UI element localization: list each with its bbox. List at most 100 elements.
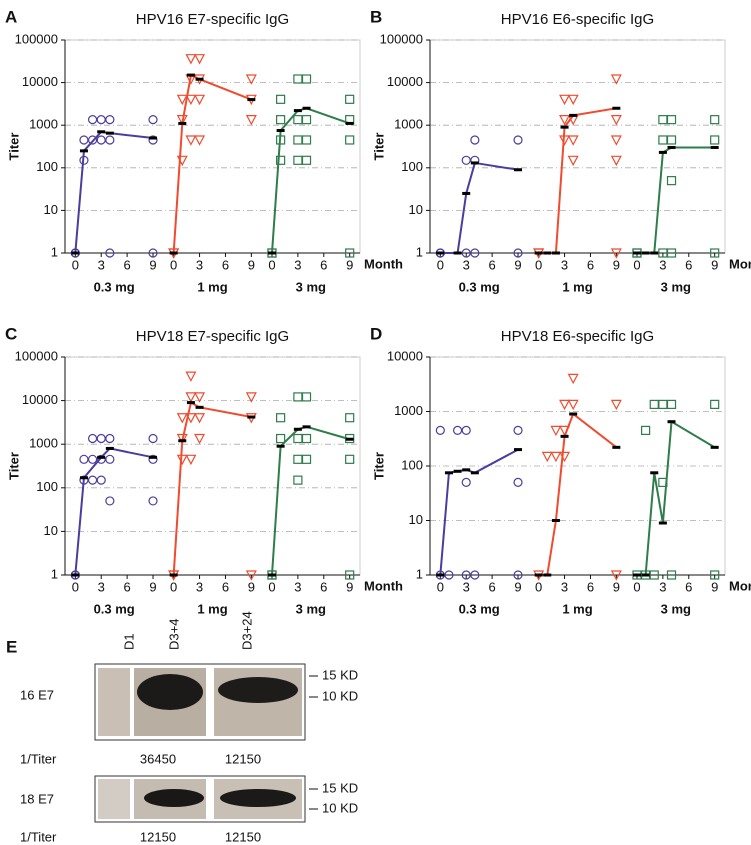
- mean-line: [440, 161, 519, 254]
- lane-label: D3+4: [166, 619, 181, 650]
- size-marker: 15 KD: [322, 667, 358, 682]
- x-tick-label: 6: [587, 257, 594, 272]
- y-tick-label: 10000: [22, 392, 58, 407]
- mean-tick: [667, 145, 676, 149]
- mean-tick: [195, 77, 204, 81]
- x-tick-label: 0: [437, 257, 444, 272]
- y-tick-label: 100000: [15, 31, 58, 46]
- y-tick-label: 10: [409, 202, 423, 217]
- x-tick-label: 9: [248, 257, 255, 272]
- point: [658, 248, 668, 258]
- mean-tick: [560, 434, 569, 438]
- point: [87, 454, 98, 464]
- point: [666, 399, 677, 409]
- titer-value: 12150: [225, 829, 261, 844]
- mean-tick: [560, 125, 569, 129]
- y-tick-label: 100: [36, 159, 58, 174]
- point: [666, 135, 677, 145]
- point: [345, 135, 355, 145]
- point: [105, 496, 115, 506]
- x-tick-label: 6: [488, 579, 495, 594]
- mean-tick: [149, 136, 158, 140]
- x-tick-label: 3: [463, 257, 470, 272]
- x-tick-label: 9: [149, 257, 156, 272]
- group-label: 0.3 mg: [459, 279, 500, 294]
- point: [550, 451, 562, 463]
- x-tick-label: 3: [98, 579, 105, 594]
- point: [96, 135, 106, 145]
- point: [96, 433, 106, 444]
- plot-frame: [64, 39, 361, 254]
- x-tick-label: 6: [222, 257, 229, 272]
- y-tick-label: 1: [416, 244, 423, 259]
- mean-tick: [79, 149, 88, 153]
- point: [610, 399, 622, 411]
- x-tick-label: 6: [123, 257, 130, 272]
- point: [541, 451, 553, 463]
- x-tick-label: 3: [659, 257, 666, 272]
- mean-tick: [658, 521, 667, 525]
- titer-value: 12150: [140, 829, 176, 844]
- y-axis-label: Titer: [371, 133, 386, 161]
- y-tick-label: 10: [409, 512, 423, 527]
- mean-tick: [514, 168, 523, 172]
- point: [666, 176, 677, 186]
- mean-tick: [632, 573, 641, 577]
- mean-tick: [462, 468, 471, 472]
- point: [148, 115, 158, 125]
- point: [301, 433, 312, 444]
- mean-tick: [612, 445, 621, 449]
- y-axis-label: Titer: [6, 133, 21, 161]
- point: [293, 155, 303, 165]
- y-tick-label: 1: [416, 566, 423, 581]
- point: [301, 135, 312, 145]
- blot-band: [220, 789, 296, 807]
- point: [470, 248, 480, 258]
- point: [105, 115, 115, 125]
- group-label: 3 mg: [296, 601, 326, 616]
- y-tick-label: 10000: [22, 74, 58, 89]
- y-tick-label: 100: [401, 457, 423, 472]
- blot-band: [137, 674, 203, 710]
- point: [276, 433, 286, 444]
- size-marker: 10 KD: [322, 800, 358, 815]
- point: [176, 94, 188, 106]
- point: [567, 94, 579, 106]
- y-tick-label: 1000: [394, 117, 423, 132]
- mean-tick: [514, 448, 523, 452]
- point: [245, 115, 257, 126]
- mean-tick: [470, 161, 479, 165]
- point: [345, 248, 355, 258]
- x-tick-label: 0: [633, 579, 640, 594]
- titer-label: 1/Titer: [20, 829, 57, 844]
- point: [649, 570, 659, 580]
- point: [276, 115, 286, 125]
- mean-tick: [149, 455, 158, 459]
- mean-tick: [97, 130, 106, 134]
- mean-tick: [293, 427, 302, 431]
- point: [185, 135, 197, 146]
- point: [293, 115, 303, 125]
- point: [658, 115, 668, 125]
- point: [96, 115, 106, 125]
- mean-tick: [276, 129, 285, 133]
- point: [567, 135, 579, 146]
- point: [105, 433, 115, 444]
- mean-tick: [105, 446, 114, 450]
- point: [301, 115, 312, 125]
- titer-value: 12150: [225, 751, 261, 766]
- point: [550, 425, 562, 437]
- mean-tick: [534, 251, 543, 255]
- point: [567, 373, 579, 385]
- x-tick-label: 9: [346, 257, 353, 272]
- x-tick-label: 9: [346, 579, 353, 594]
- mean-tick: [71, 251, 80, 255]
- panel-label: C: [5, 324, 17, 343]
- mean-tick: [543, 573, 552, 577]
- group-label: 1 mg: [562, 601, 592, 616]
- point: [194, 94, 206, 106]
- mean-tick: [345, 437, 354, 441]
- mean-tick: [105, 131, 114, 135]
- mean-tick: [247, 98, 256, 102]
